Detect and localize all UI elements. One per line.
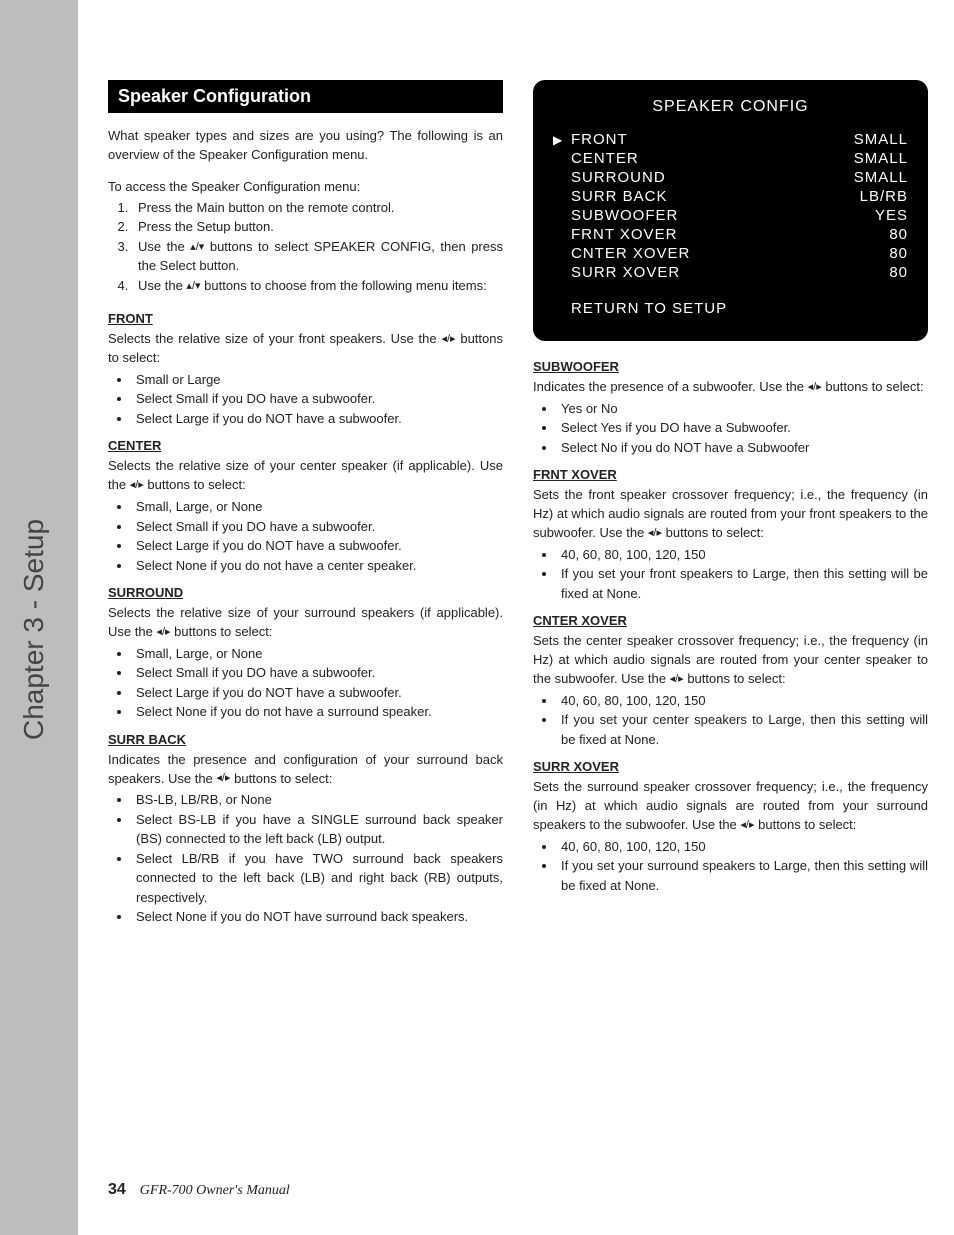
list-item: Small, Large, or None <box>132 644 503 664</box>
osd-title: SPEAKER CONFIG <box>553 98 908 116</box>
list-item: Yes or No <box>557 399 928 419</box>
osd-row: FRNT XOVER80 <box>553 225 908 244</box>
list-item: If you set your front speakers to Large,… <box>557 564 928 603</box>
list-item: Select Small if you DO have a subwoofer. <box>132 389 503 409</box>
surrback-head: SURR BACK <box>108 732 503 749</box>
list-item: Select No if you do NOT have a Subwoofer <box>557 438 928 458</box>
osd-return: RETURN TO SETUP <box>553 300 908 317</box>
surrxover-opts: 40, 60, 80, 100, 120, 150 If you set you… <box>533 837 928 896</box>
left-right-icon: ◂/▸ <box>130 478 144 494</box>
list-item: Select Yes if you DO have a Subwoofer. <box>557 418 928 438</box>
list-item: Select None if you do NOT have surround … <box>132 907 503 927</box>
surround-opts: Small, Large, or None Select Small if yo… <box>108 644 503 722</box>
list-item: If you set your surround speakers to Lar… <box>557 856 928 895</box>
surrxover-head: SURR XOVER <box>533 759 928 776</box>
steps-list: Press the Main button on the remote cont… <box>108 198 503 296</box>
osd-row: SUBWOOFERYES <box>553 206 908 225</box>
cnterxover-opts: 40, 60, 80, 100, 120, 150 If you set you… <box>533 691 928 750</box>
osd-row: SURROUNDSMALL <box>553 168 908 187</box>
left-right-icon: ◂/▸ <box>441 332 455 348</box>
frntxover-opts: 40, 60, 80, 100, 120, 150 If you set you… <box>533 545 928 604</box>
step-4: Use the ▴/▾ buttons to choose from the f… <box>132 276 503 296</box>
left-right-icon: ◂/▸ <box>808 380 822 396</box>
list-item: Select Large if you do NOT have a subwoo… <box>132 409 503 429</box>
front-opts: Small or Large Select Small if you DO ha… <box>108 370 503 429</box>
surrback-opts: BS-LB, LB/RB, or None Select BS-LB if yo… <box>108 790 503 927</box>
list-item: Select None if you do not have a center … <box>132 556 503 576</box>
list-item: Select LB/RB if you have TWO surround ba… <box>132 849 503 908</box>
cursor-icon: ▶ <box>553 133 565 147</box>
section-title: Speaker Configuration <box>108 80 503 113</box>
cnterxover-body: Sets the center speaker crossover freque… <box>533 632 928 689</box>
osd-row: ▶FRONTSMALL <box>553 130 908 149</box>
left-right-icon: ◂/▸ <box>670 672 684 688</box>
center-opts: Small, Large, or None Select Small if yo… <box>108 497 503 575</box>
center-body: Selects the relative size of your center… <box>108 457 503 495</box>
page-number: 34 <box>108 1181 126 1199</box>
center-head: CENTER <box>108 438 503 455</box>
manual-title: GFR-700 Owner's Manual <box>140 1183 290 1199</box>
list-item: Select Large if you do NOT have a subwoo… <box>132 536 503 556</box>
osd-screen: SPEAKER CONFIG ▶FRONTSMALL CENTERSMALL S… <box>533 80 928 341</box>
intro-text: What speaker types and sizes are you usi… <box>108 127 503 165</box>
list-item: 40, 60, 80, 100, 120, 150 <box>557 691 928 711</box>
subwoofer-head: SUBWOOFER <box>533 359 928 376</box>
left-right-icon: ◂/▸ <box>216 771 230 787</box>
list-item: 40, 60, 80, 100, 120, 150 <box>557 837 928 857</box>
list-item: Select Small if you DO have a subwoofer. <box>132 663 503 683</box>
page-content: Speaker Configuration What speaker types… <box>108 80 928 933</box>
surround-body: Selects the relative size of your surrou… <box>108 604 503 642</box>
subwoofer-opts: Yes or No Select Yes if you DO have a Su… <box>533 399 928 458</box>
list-item: BS-LB, LB/RB, or None <box>132 790 503 810</box>
osd-row: SURR BACKLB/RB <box>553 187 908 206</box>
left-column: Speaker Configuration What speaker types… <box>108 80 503 933</box>
list-item: 40, 60, 80, 100, 120, 150 <box>557 545 928 565</box>
front-body: Selects the relative size of your front … <box>108 330 503 368</box>
surrback-body: Indicates the presence and configuration… <box>108 751 503 789</box>
osd-row: SURR XOVER80 <box>553 263 908 282</box>
up-down-icon: ▴/▾ <box>190 239 204 256</box>
left-right-icon: ◂/▸ <box>648 526 662 542</box>
frntxover-body: Sets the front speaker crossover frequen… <box>533 486 928 543</box>
list-item: Select BS-LB if you have a SINGLE surrou… <box>132 810 503 849</box>
left-right-icon: ◂/▸ <box>156 625 170 641</box>
frntxover-head: FRNT XOVER <box>533 467 928 484</box>
list-item: Small or Large <box>132 370 503 390</box>
list-item: Select Small if you DO have a subwoofer. <box>132 517 503 537</box>
chapter-tab: Chapter 3 - Setup <box>18 519 50 740</box>
access-lead: To access the Speaker Configuration menu… <box>108 179 503 194</box>
list-item: If you set your center speakers to Large… <box>557 710 928 749</box>
right-column: SPEAKER CONFIG ▶FRONTSMALL CENTERSMALL S… <box>533 80 928 933</box>
front-head: FRONT <box>108 311 503 328</box>
step-1: Press the Main button on the remote cont… <box>132 198 503 218</box>
step-2: Press the Setup button. <box>132 217 503 237</box>
step-3: Use the ▴/▾ buttons to select SPEAKER CO… <box>132 237 503 276</box>
list-item: Select None if you do not have a surroun… <box>132 702 503 722</box>
osd-row: CNTER XOVER80 <box>553 244 908 263</box>
osd-row: CENTERSMALL <box>553 149 908 168</box>
left-right-icon: ◂/▸ <box>740 818 754 834</box>
list-item: Select Large if you do NOT have a subwoo… <box>132 683 503 703</box>
list-item: Small, Large, or None <box>132 497 503 517</box>
subwoofer-body: Indicates the presence of a subwoofer. U… <box>533 378 928 397</box>
surround-head: SURROUND <box>108 585 503 602</box>
surrxover-body: Sets the surround speaker crossover freq… <box>533 778 928 835</box>
up-down-icon: ▴/▾ <box>186 278 200 295</box>
cnterxover-head: CNTER XOVER <box>533 613 928 630</box>
page-footer: 34 GFR-700 Owner's Manual <box>108 1181 290 1199</box>
